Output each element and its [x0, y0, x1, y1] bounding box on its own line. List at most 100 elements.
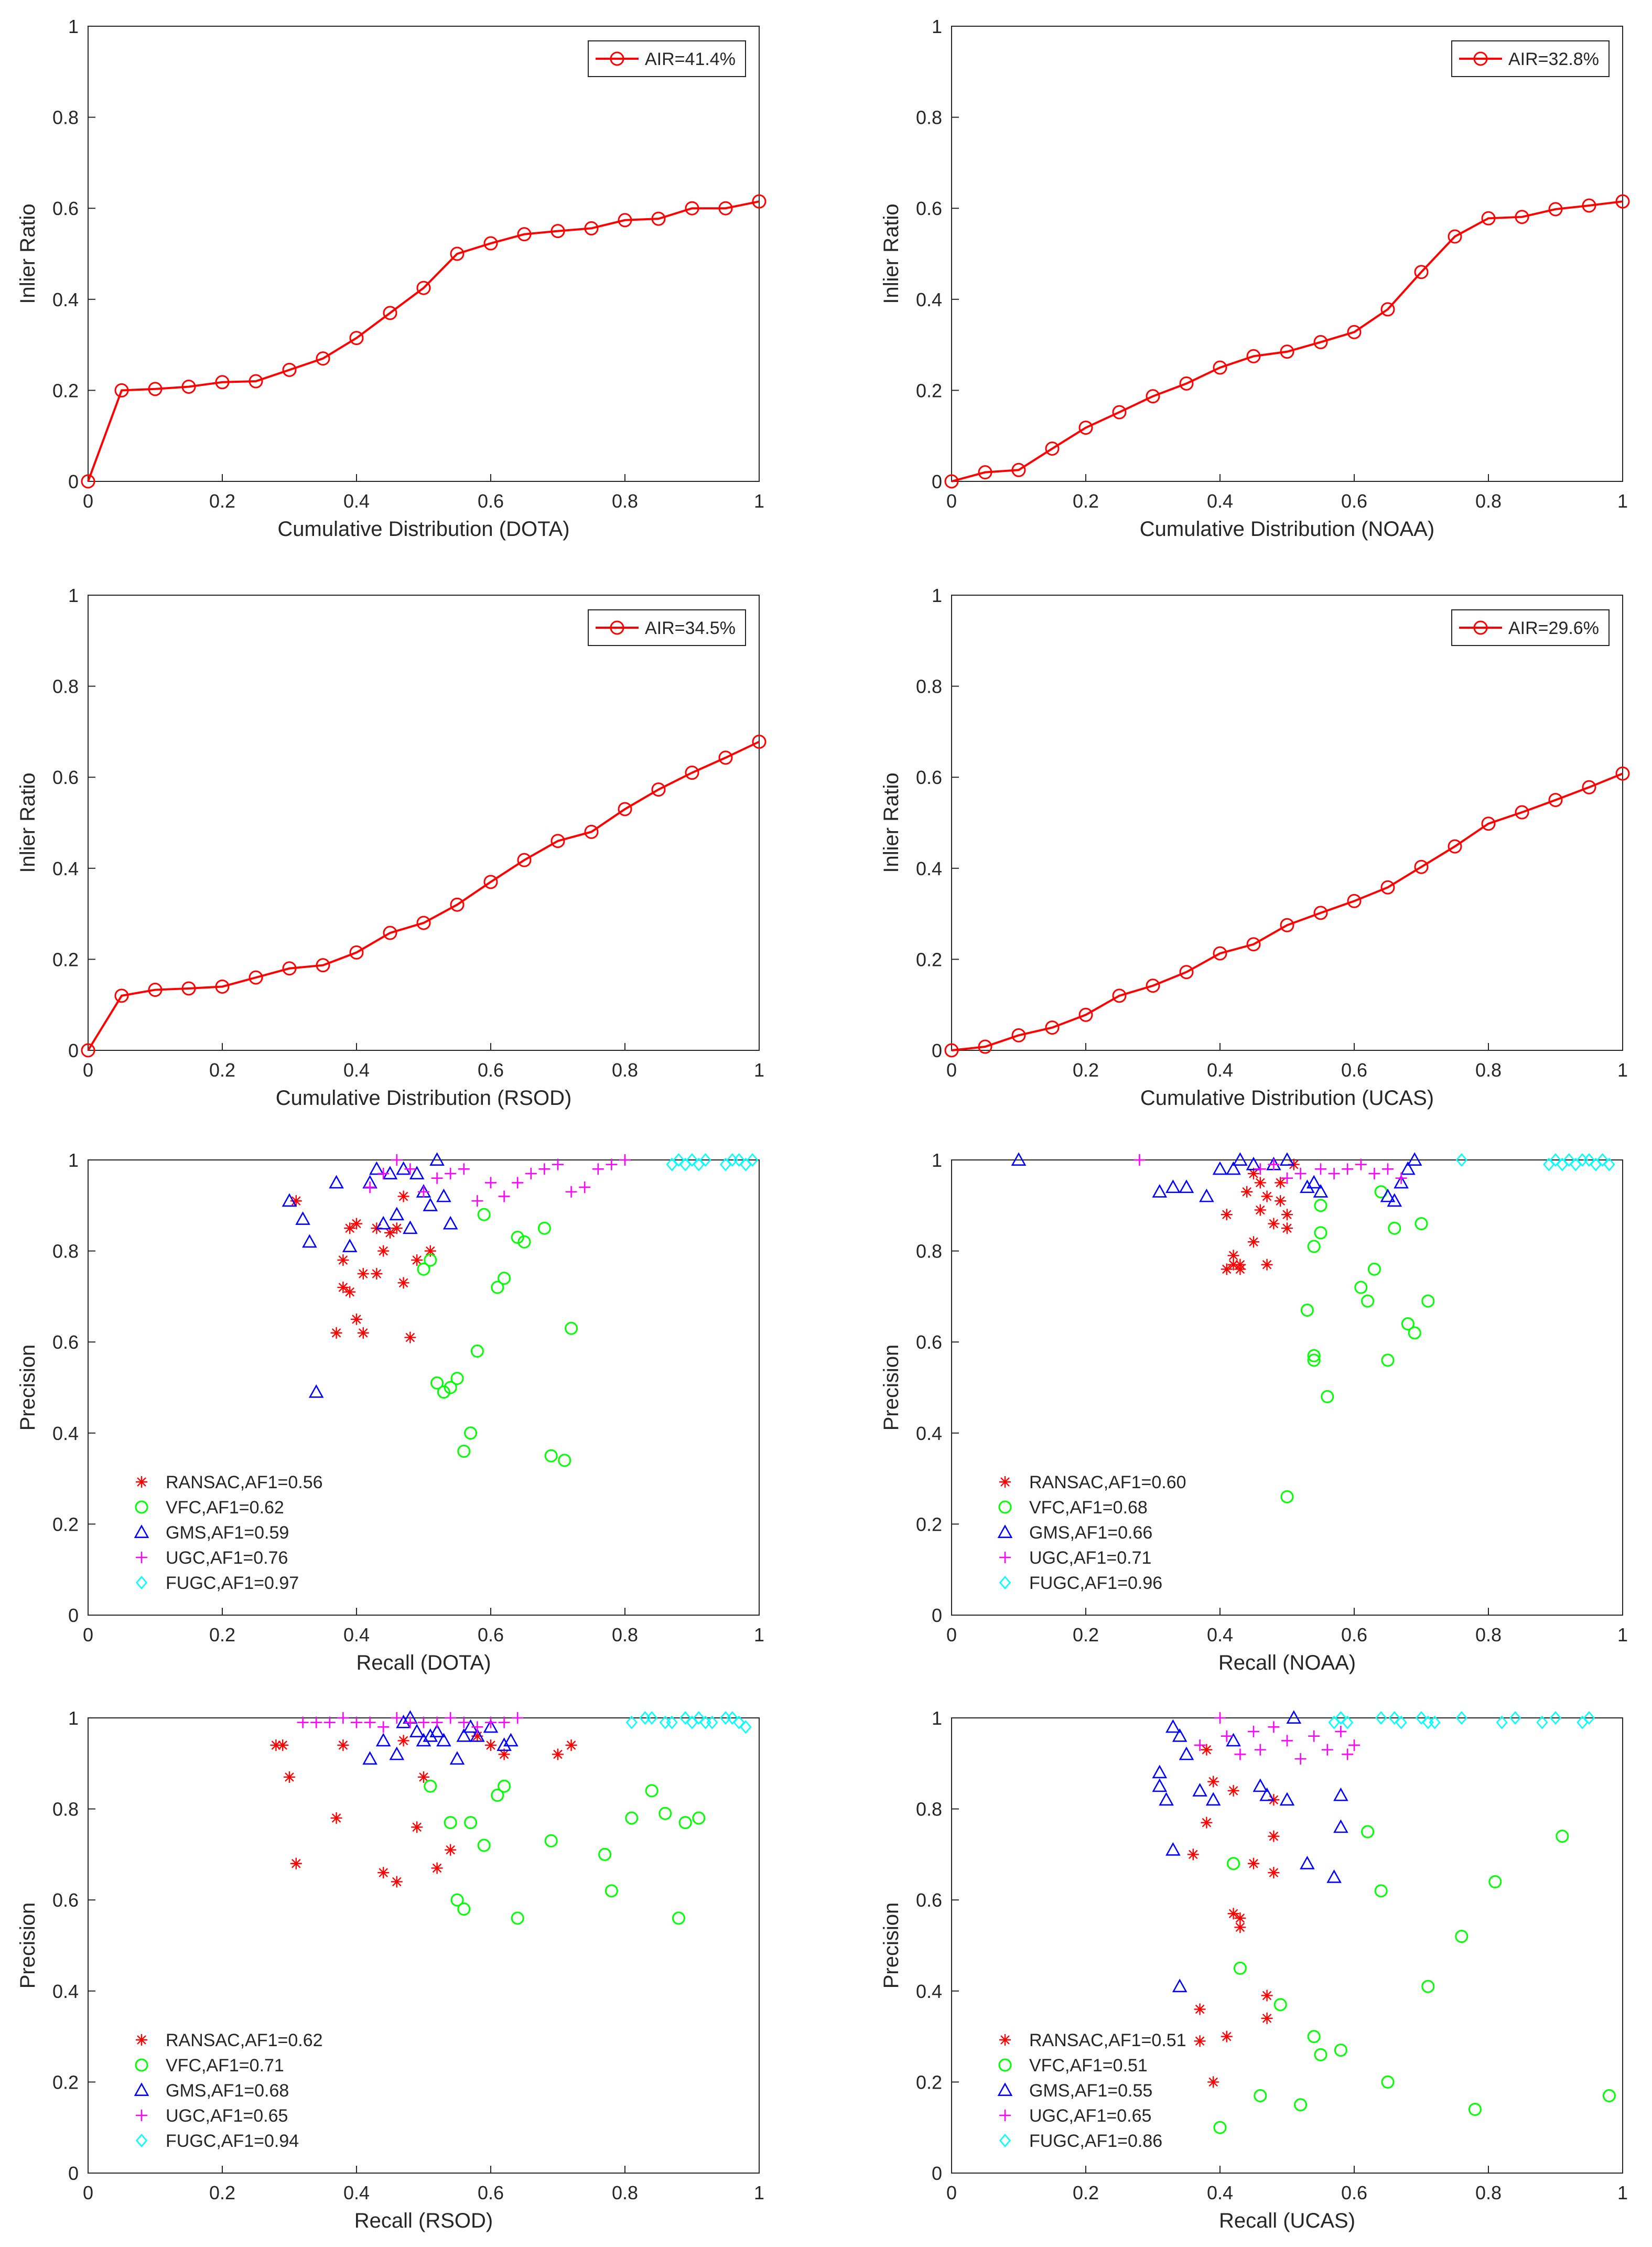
data-point: [1254, 1744, 1266, 1756]
data-point: [1179, 1179, 1194, 1194]
data-point: [498, 1779, 511, 1793]
data-point: [431, 1716, 443, 1728]
data-point: [1582, 198, 1596, 213]
data-point: [337, 1254, 349, 1266]
data-point: [1045, 442, 1060, 456]
data-point: [1313, 335, 1328, 349]
data-point: [1254, 1177, 1266, 1189]
data-point: [437, 1385, 450, 1399]
data-point: [404, 1331, 416, 1343]
data-point: [483, 875, 498, 889]
data-point: [1045, 1020, 1060, 1035]
data-point: [1207, 1776, 1219, 1788]
data-point: [1374, 1884, 1388, 1898]
data-point: [1314, 1226, 1327, 1240]
panel-h: 0 0.2 0.4 0.6 0.8 1 0 0.2 0.4 0.6 0.8 1 Recall (UCAS…: [880, 1707, 1628, 2232]
plot-frame: [88, 1159, 760, 1616]
panel-f: 0 0.2 0.4 0.6 0.8 1 0 0.2 0.4 0.6 0.8 1 Recall (NOAA…: [880, 1149, 1628, 1674]
data-point: [618, 802, 632, 816]
data-point: [344, 1286, 356, 1298]
data-point: [1429, 1715, 1441, 1729]
data-point: [1221, 2030, 1233, 2042]
data-point: [471, 1721, 483, 1733]
data-point: [290, 1195, 302, 1207]
y-tick-label: 0: [932, 1605, 942, 1626]
data-point: [297, 1716, 309, 1728]
data-point: [1254, 1204, 1266, 1216]
data-point: [1361, 1294, 1375, 1308]
x-tick-label: 0.2: [209, 2182, 235, 2203]
data-point: [1321, 1390, 1334, 1403]
panel-g: 0 0.2 0.4 0.6 0.8 1 0 0.2 0.4 0.6 0.8 1 Recall (RSOD…: [16, 1707, 764, 2232]
data-point: [1221, 1263, 1233, 1275]
data-point: [416, 281, 431, 295]
x-tick-label: 0: [946, 1624, 957, 1646]
data-point: [525, 1168, 537, 1180]
data-point: [397, 1190, 409, 1202]
data-point: [337, 1282, 349, 1294]
data-point: [1481, 211, 1496, 225]
data-point: [442, 1216, 458, 1230]
y-axis-label: Precision: [16, 1345, 39, 1431]
data-point: [282, 1193, 297, 1207]
legend-label: UGC,AF1=0.65: [1029, 2106, 1151, 2126]
data-point: [430, 1376, 444, 1390]
data-point: [450, 897, 465, 912]
data-point: [1159, 1792, 1174, 1806]
data-point: [391, 1154, 403, 1166]
data-point: [503, 1733, 519, 1747]
y-axis-label: Inlier Ratio: [880, 772, 903, 873]
data-point: [450, 1372, 464, 1385]
data-point: [511, 1911, 524, 1925]
data-point: [693, 1711, 705, 1725]
data-point: [445, 1844, 457, 1856]
data-point: [284, 1771, 295, 1783]
x-tick-label: 0: [946, 490, 957, 512]
data-point: [1400, 1161, 1416, 1175]
data-point: [1227, 1908, 1239, 1920]
data-point: [1515, 210, 1529, 224]
legend-marker: [610, 51, 624, 66]
data-point: [369, 1161, 384, 1175]
data-point: [383, 306, 397, 320]
data-point: [1313, 906, 1328, 920]
data-point: [517, 853, 532, 867]
data-point: [685, 201, 699, 216]
data-point: [1300, 1179, 1315, 1194]
legend-marker: [999, 1552, 1011, 1563]
y-tick-label: 1: [932, 585, 942, 606]
data-point: [1213, 360, 1227, 375]
data-point: [978, 465, 992, 480]
data-point: [1172, 1728, 1187, 1742]
x-axis-label: Cumulative Distribution (UCAS): [1140, 1087, 1434, 1110]
data-point: [512, 1712, 524, 1724]
x-tick-label: 0.6: [1341, 2182, 1367, 2203]
data-point: [404, 1163, 416, 1175]
data-point: [1368, 1168, 1380, 1180]
data-point: [550, 834, 565, 848]
x-tick-label: 0.6: [478, 1624, 504, 1646]
legend-label: AIR=34.5%: [645, 618, 736, 638]
data-point: [416, 1733, 431, 1747]
data-point: [685, 766, 699, 780]
x-tick-label: 0: [83, 1624, 93, 1646]
data-point: [424, 1253, 437, 1267]
data-point: [686, 1153, 698, 1167]
y-tick-label: 0.6: [52, 1889, 79, 1911]
data-point: [1314, 2048, 1327, 2061]
x-axis-label: Cumulative Distribution (DOTA): [277, 518, 569, 541]
data-point: [483, 236, 498, 251]
legend-marker: [997, 1524, 1013, 1538]
x-tick-label: 0.2: [1073, 1624, 1099, 1646]
data-point: [351, 1716, 362, 1728]
data-point: [1333, 1819, 1348, 1833]
y-tick-label: 0.4: [916, 858, 942, 879]
data-point: [1112, 988, 1127, 1003]
data-point: [464, 1426, 478, 1440]
data-point: [1307, 1240, 1321, 1253]
data-point: [436, 1188, 451, 1202]
data-point: [498, 1272, 511, 1285]
data-point: [1380, 1188, 1396, 1202]
data-point: [1414, 265, 1429, 279]
data-point: [1334, 2044, 1347, 2057]
